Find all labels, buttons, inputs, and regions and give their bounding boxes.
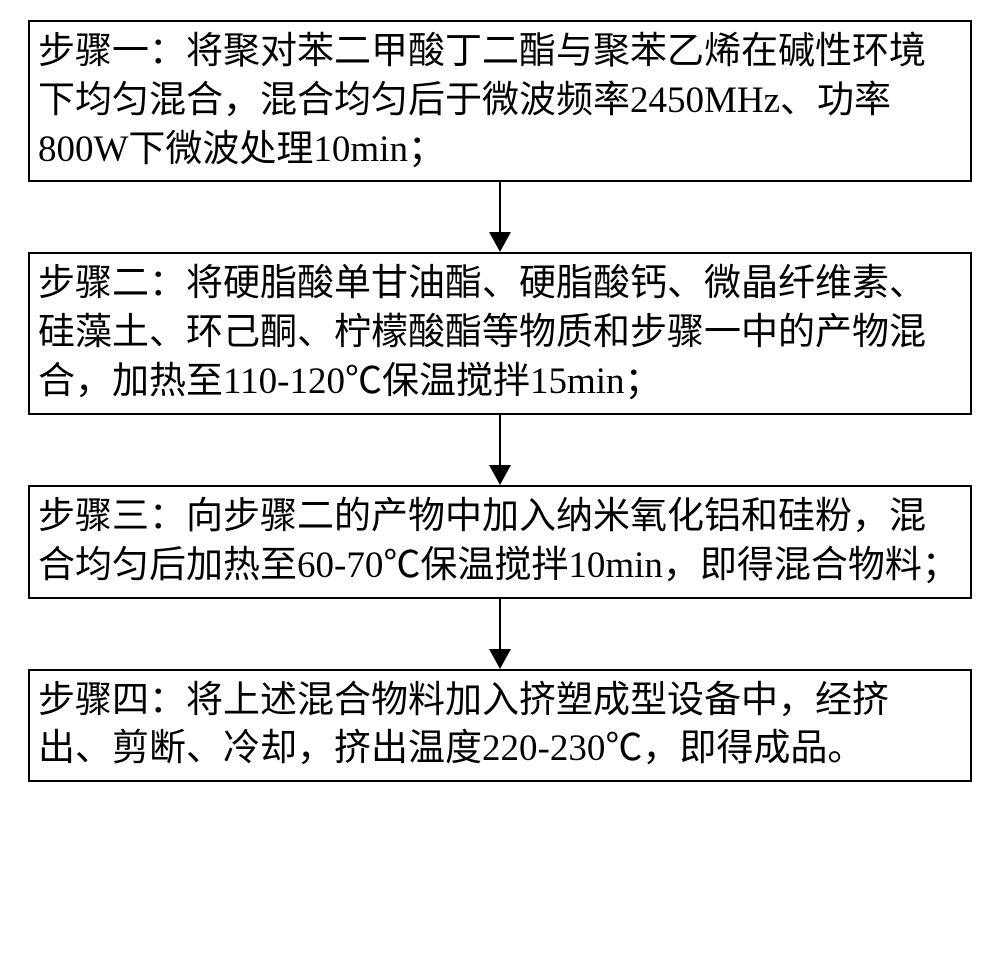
flow-step-4: 步骤四：将上述混合物料加入挤塑成型设备中，经挤出、剪断、冷却，挤出温度220-2… bbox=[28, 669, 972, 783]
flow-step-3-text: 步骤三：向步骤二的产物中加入纳米氧化铝和硅粉，混合均匀后加热至60-70℃保温搅… bbox=[38, 496, 959, 586]
flow-step-4-text: 步骤四：将上述混合物料加入挤塑成型设备中，经挤出、剪断、冷却，挤出温度220-2… bbox=[38, 680, 889, 770]
flow-step-3: 步骤三：向步骤二的产物中加入纳米氧化铝和硅粉，混合均匀后加热至60-70℃保温搅… bbox=[28, 485, 972, 599]
arrow-3 bbox=[487, 599, 513, 669]
flow-step-2-text: 步骤二：将硬脂酸单甘油酯、硬脂酸钙、微晶纤维素、硅藻土、环己酮、柠檬酸酯等物质和… bbox=[38, 263, 926, 402]
arrow-2 bbox=[487, 415, 513, 485]
process-flowchart: 步骤一：将聚对苯二甲酸丁二酯与聚苯乙烯在碱性环境下均匀混合，混合均匀后于微波频率… bbox=[28, 20, 972, 782]
flow-step-1-text: 步骤一：将聚对苯二甲酸丁二酯与聚苯乙烯在碱性环境下均匀混合，混合均匀后于微波频率… bbox=[38, 31, 926, 170]
flow-step-2: 步骤二：将硬脂酸单甘油酯、硬脂酸钙、微晶纤维素、硅藻土、环己酮、柠檬酸酯等物质和… bbox=[28, 252, 972, 414]
arrow-1 bbox=[487, 182, 513, 252]
flow-step-1: 步骤一：将聚对苯二甲酸丁二酯与聚苯乙烯在碱性环境下均匀混合，混合均匀后于微波频率… bbox=[28, 20, 972, 182]
